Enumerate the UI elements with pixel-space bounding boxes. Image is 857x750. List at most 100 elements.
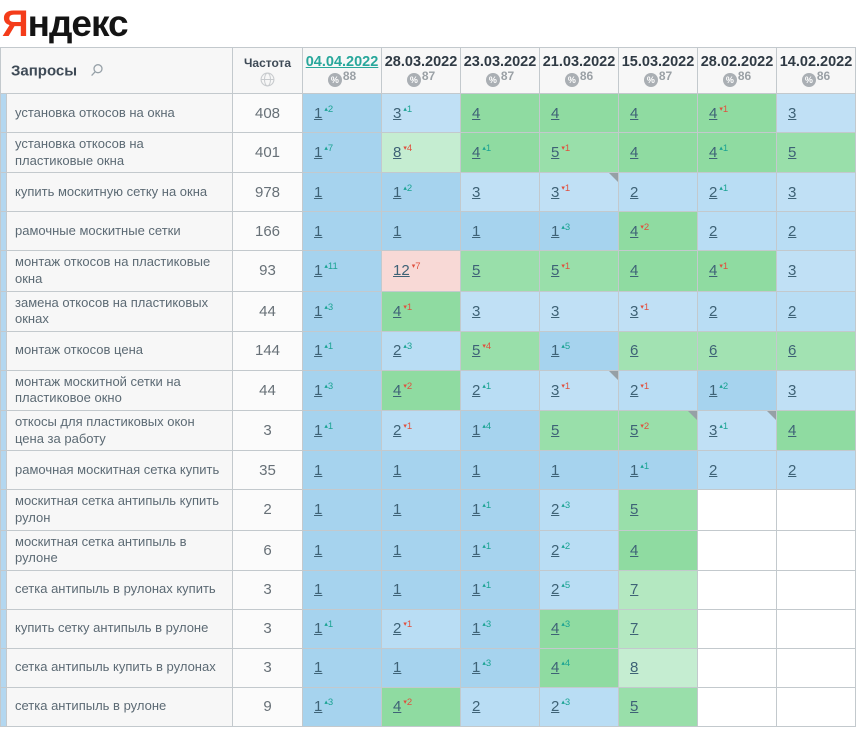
position-link[interactable]: 2 [551,541,560,559]
position-link[interactable]: 5 [630,501,639,519]
position-link[interactable]: 2 [393,342,402,360]
keyword-cell[interactable]: купить москитную сетку на окна [5,172,234,213]
position-link[interactable]: 6 [788,342,797,360]
position-link[interactable]: 5 [472,342,481,360]
position-link[interactable]: 2 [788,302,797,320]
date-link[interactable]: 14.02.2022 [779,54,853,71]
position-link[interactable]: 6 [630,342,639,360]
position-link[interactable]: 4 [393,381,402,399]
position-link[interactable]: 1 [314,302,323,320]
position-link[interactable]: 1 [551,461,560,479]
position-link[interactable]: 3 [472,183,481,201]
position-link[interactable]: 1 [314,262,323,280]
position-link[interactable]: 1 [314,381,323,399]
position-link[interactable]: 4 [630,144,639,162]
keyword-cell[interactable]: монтаж москитной сетки на пластиковое ок… [5,369,234,412]
position-link[interactable]: 1 [314,620,323,638]
position-link[interactable]: 1 [472,422,481,440]
position-link[interactable]: 3 [393,104,402,122]
position-link[interactable]: 1 [472,222,481,240]
position-link[interactable]: 1 [393,501,402,519]
position-link[interactable]: 1 [709,381,718,399]
position-link[interactable]: 4 [472,144,481,162]
keyword-cell[interactable]: москитная сетка антипыль купить рулон [5,489,234,531]
position-link[interactable]: 4 [472,104,481,122]
keyword-cell[interactable]: установка откосов на окна [5,93,234,133]
keyword-cell[interactable]: рамочная москитная сетка купить [5,450,234,491]
search-icon[interactable] [89,63,104,78]
keyword-cell[interactable]: москитная сетка антипыль в рулоне [5,529,234,571]
position-link[interactable]: 3 [551,302,560,320]
position-link[interactable]: 1 [314,144,323,162]
position-link[interactable]: 1 [393,183,402,201]
keyword-cell[interactable]: купить сетку антипыль в рулоне [5,608,234,649]
position-link[interactable]: 1 [472,659,481,677]
position-link[interactable]: 2 [630,183,639,201]
position-link[interactable]: 1 [472,541,481,559]
position-link[interactable]: 3 [551,381,560,399]
position-link[interactable]: 1 [314,342,323,360]
position-link[interactable]: 2 [393,422,402,440]
position-link[interactable]: 2 [551,501,560,519]
position-link[interactable]: 3 [788,381,797,399]
position-link[interactable]: 3 [788,183,797,201]
position-link[interactable]: 7 [630,620,639,638]
position-link[interactable]: 8 [630,659,639,677]
position-link[interactable]: 6 [709,342,718,360]
keyword-cell[interactable]: сетка антипыль в рулоне [5,686,234,727]
position-link[interactable]: 1 [551,342,560,360]
keyword-cell[interactable]: монтаж откосов на пластиковые окна [5,250,234,292]
position-link[interactable]: 1 [314,104,323,122]
position-link[interactable]: 7 [630,581,639,599]
position-link[interactable]: 4 [630,104,639,122]
position-link[interactable]: 2 [788,222,797,240]
position-link[interactable]: 2 [709,183,718,201]
position-link[interactable]: 1 [472,620,481,638]
position-link[interactable]: 5 [472,262,481,280]
position-link[interactable]: 1 [314,541,323,559]
position-link[interactable]: 2 [472,381,481,399]
position-link[interactable]: 8 [393,144,402,162]
position-link[interactable]: 4 [551,659,560,677]
position-link[interactable]: 5 [551,422,560,440]
position-link[interactable]: 4 [630,262,639,280]
position-link[interactable]: 2 [709,461,718,479]
position-link[interactable]: 3 [472,302,481,320]
keyword-cell[interactable]: монтаж откосов цена [5,330,234,371]
position-link[interactable]: 3 [788,104,797,122]
keyword-cell[interactable]: сетка антипыль в рулонах купить [5,569,234,610]
position-link[interactable]: 1 [551,222,560,240]
date-link[interactable]: 04.04.2022 [305,54,379,71]
position-link[interactable]: 1 [314,222,323,240]
position-link[interactable]: 4 [551,104,560,122]
position-link[interactable]: 5 [551,262,560,280]
position-link[interactable]: 1 [314,501,323,519]
position-link[interactable]: 5 [551,144,560,162]
position-link[interactable]: 1 [472,461,481,479]
position-link[interactable]: 1 [314,659,323,677]
position-link[interactable]: 2 [788,461,797,479]
position-link[interactable]: 2 [472,698,481,716]
position-link[interactable]: 1 [314,183,323,201]
position-link[interactable]: 4 [788,422,797,440]
position-link[interactable]: 2 [551,581,560,599]
keyword-cell[interactable]: замена откосов на пластиковых окнах [5,290,234,332]
position-link[interactable]: 5 [788,144,797,162]
position-link[interactable]: 2 [551,698,560,716]
date-link[interactable]: 15.03.2022 [621,54,695,71]
position-link[interactable]: 5 [630,698,639,716]
position-link[interactable]: 3 [788,262,797,280]
position-link[interactable]: 1 [393,541,402,559]
position-link[interactable]: 4 [393,698,402,716]
position-link[interactable]: 1 [393,461,402,479]
keyword-cell[interactable]: сетка антипыль купить в рулонах [5,647,234,688]
position-link[interactable]: 1 [393,659,402,677]
position-link[interactable]: 1 [393,581,402,599]
position-link[interactable]: 4 [709,144,718,162]
position-link[interactable]: 2 [630,381,639,399]
date-link[interactable]: 28.03.2022 [384,54,458,71]
position-link[interactable]: 1 [630,461,639,479]
position-link[interactable]: 1 [393,222,402,240]
position-link[interactable]: 3 [551,183,560,201]
date-link[interactable]: 23.03.2022 [463,54,537,71]
